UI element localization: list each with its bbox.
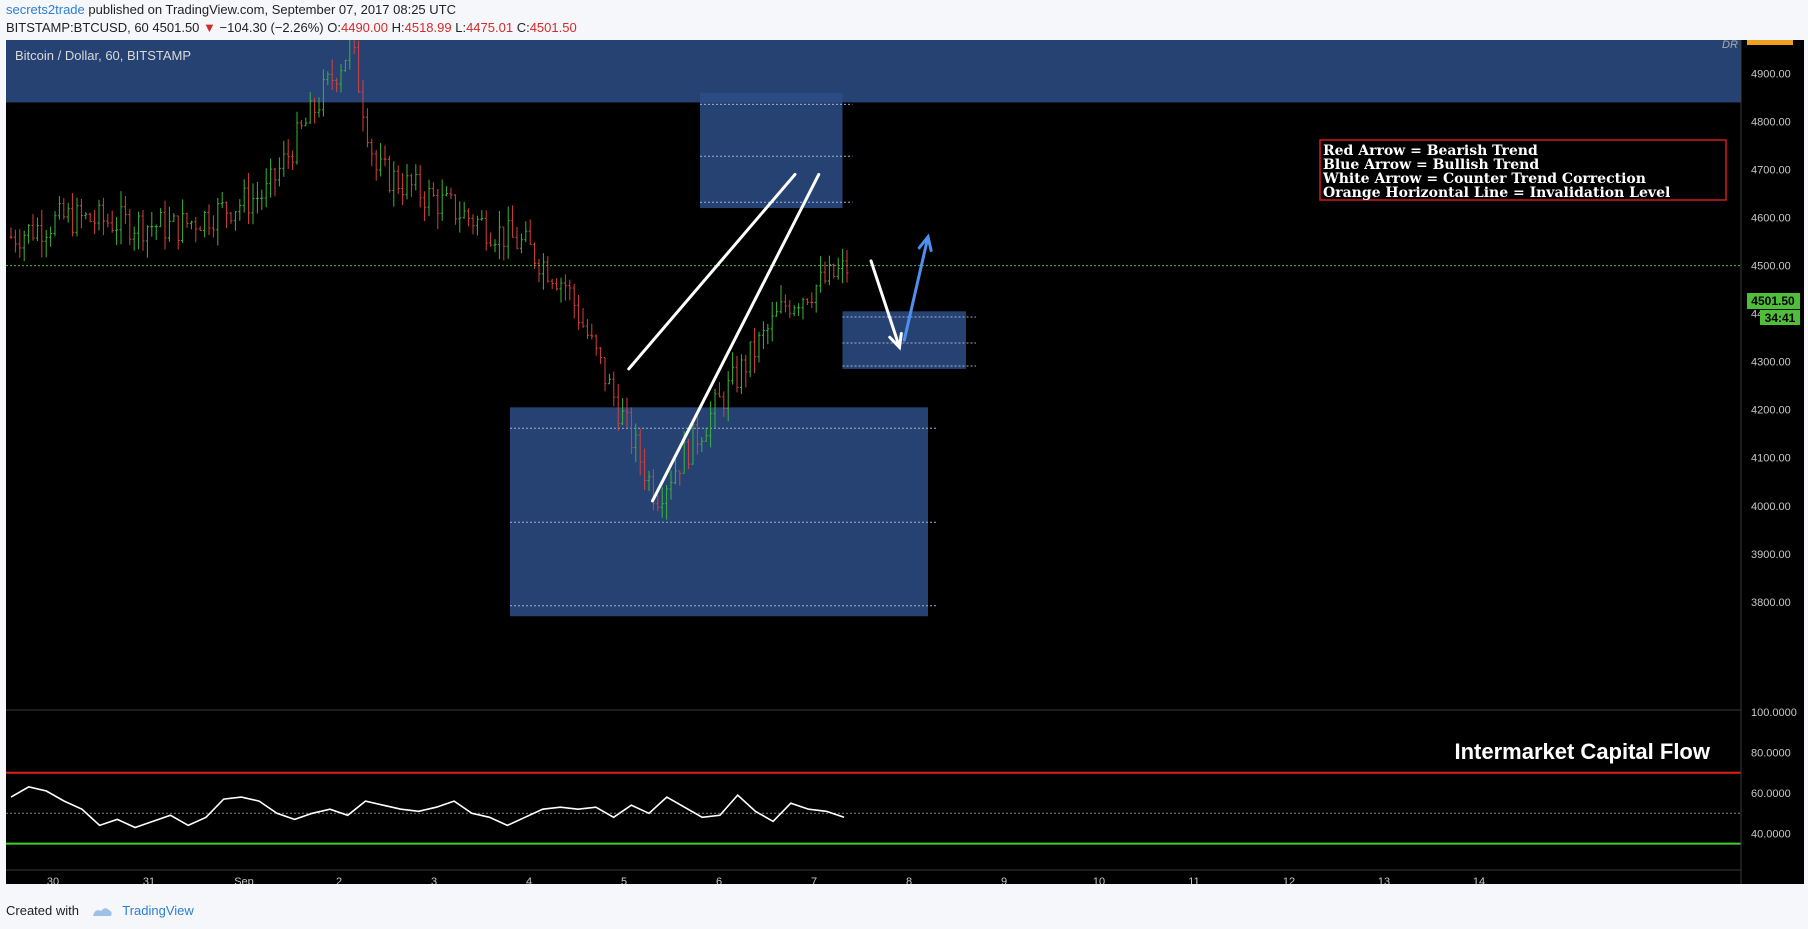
y-tick-label: 4100.00 [1751, 453, 1791, 465]
corner-label: DR [1722, 40, 1738, 51]
price-change: −104.30 (−2.26%) [219, 20, 324, 35]
close-label: C: [516, 20, 530, 35]
y-tick-label: 4800.00 [1751, 117, 1791, 129]
x-tick-label: 9 [1001, 876, 1007, 884]
ohlc-line: BITSTAMP:BTCUSD, 60 4501.50 ▼ −104.30 (−… [6, 20, 577, 35]
tradingview-logo-icon [92, 907, 112, 916]
footer: Created with TradingView [6, 903, 194, 918]
current-price-marker: 4501.50 34:41 [1747, 293, 1800, 325]
countdown-label: 34:41 [1765, 311, 1796, 325]
chart-canvas[interactable]: Bitcoin / Dollar, 60, BITSTAMP DR Red Ar… [6, 40, 1804, 884]
trend-line [627, 172, 797, 371]
x-tick-label: 6 [716, 876, 722, 884]
white-arrow [869, 259, 901, 349]
y-tick-label: 4700.00 [1751, 165, 1791, 177]
y-tick-label: 3800.00 [1751, 597, 1791, 609]
current-price-label: 4501.50 [1751, 294, 1795, 308]
oscillator-title: Intermarket Capital Flow [1454, 739, 1710, 764]
trend-line [651, 172, 821, 503]
x-tick-label: 10 [1093, 876, 1105, 884]
x-tick-label: 7 [811, 876, 817, 884]
blue-arrow-head [917, 233, 933, 253]
last-price: 4501.50 [152, 20, 200, 35]
y-tick-label: 4900.00 [1751, 69, 1791, 81]
legend-line-4: Orange Horizontal Line = Invalidation Le… [1323, 185, 1670, 201]
candles-layer [9, 40, 849, 520]
low-value: 4475.01 [466, 20, 514, 35]
x-tick-label: 30 [47, 876, 59, 884]
zones-layer [6, 40, 1741, 617]
x-tick-label: 4 [526, 876, 532, 884]
zone-rect [6, 40, 1741, 103]
open-value: 4490.00 [340, 20, 388, 35]
x-tick-label: Sep [234, 876, 254, 884]
osc-y-tick-label: 40.0000 [1751, 829, 1791, 841]
x-tick-label: 5 [621, 876, 627, 884]
osc-y-tick-label: 100.0000 [1751, 707, 1797, 719]
white-arrow-head [888, 331, 903, 351]
high-label: H: [391, 20, 405, 35]
open-label: O: [327, 20, 341, 35]
legend-box: Red Arrow = Bearish Trend Blue Arrow = B… [1319, 139, 1727, 201]
blue-arrow [902, 235, 930, 342]
oscillator-layer [6, 771, 1741, 845]
osc-y-tick-label: 80.0000 [1751, 748, 1791, 760]
created-with-label: Created with [6, 903, 79, 918]
x-tick-label: 13 [1378, 876, 1390, 884]
legend-line-2: Blue Arrow = Bullish Trend [1323, 157, 1539, 173]
y-tick-label: 4200.00 [1751, 405, 1791, 417]
x-tick-label: 14 [1473, 876, 1485, 884]
y-tick-label: 4300.00 [1751, 357, 1791, 369]
chart-title: Bitcoin / Dollar, 60, BITSTAMP [15, 48, 191, 63]
publish-line: secrets2trade published on TradingView.c… [6, 2, 456, 17]
x-tick-label: 8 [906, 876, 912, 884]
y-tick-label: 4500.00 [1751, 261, 1791, 273]
y-tick-label: 4000.00 [1751, 501, 1791, 513]
low-label: L: [455, 20, 467, 35]
oscillator-line [10, 786, 845, 829]
high-value: 4518.99 [404, 20, 452, 35]
x-tick-label: 3 [431, 876, 437, 884]
tradingview-link[interactable]: TradingView [122, 903, 194, 918]
x-tick-label: 11 [1188, 876, 1199, 884]
close-value: 4501.50 [529, 20, 577, 35]
symbol-label: BITSTAMP:BTCUSD, 60 [6, 20, 149, 35]
top-price-marker [1747, 40, 1793, 45]
legend-line-1: Red Arrow = Bearish Trend [1323, 143, 1538, 159]
y-tick-label: 4600.00 [1751, 213, 1791, 225]
x-tick-label: 2 [336, 876, 342, 884]
zone-rect [700, 92, 843, 209]
y-tick-label: 3900.00 [1751, 549, 1791, 561]
x-tick-label: 12 [1283, 876, 1295, 884]
osc-y-tick-label: 60.0000 [1751, 788, 1791, 800]
publish-info: published on TradingView.com, September … [88, 2, 456, 17]
author-link[interactable]: secrets2trade [6, 2, 85, 17]
zone-rect [510, 407, 928, 617]
legend-line-3: White Arrow = Counter Trend Correction [1322, 171, 1646, 187]
down-arrow-icon: ▼ [203, 20, 216, 35]
x-tick-label: 31 [143, 876, 155, 884]
overlay-layer [6, 172, 1741, 503]
